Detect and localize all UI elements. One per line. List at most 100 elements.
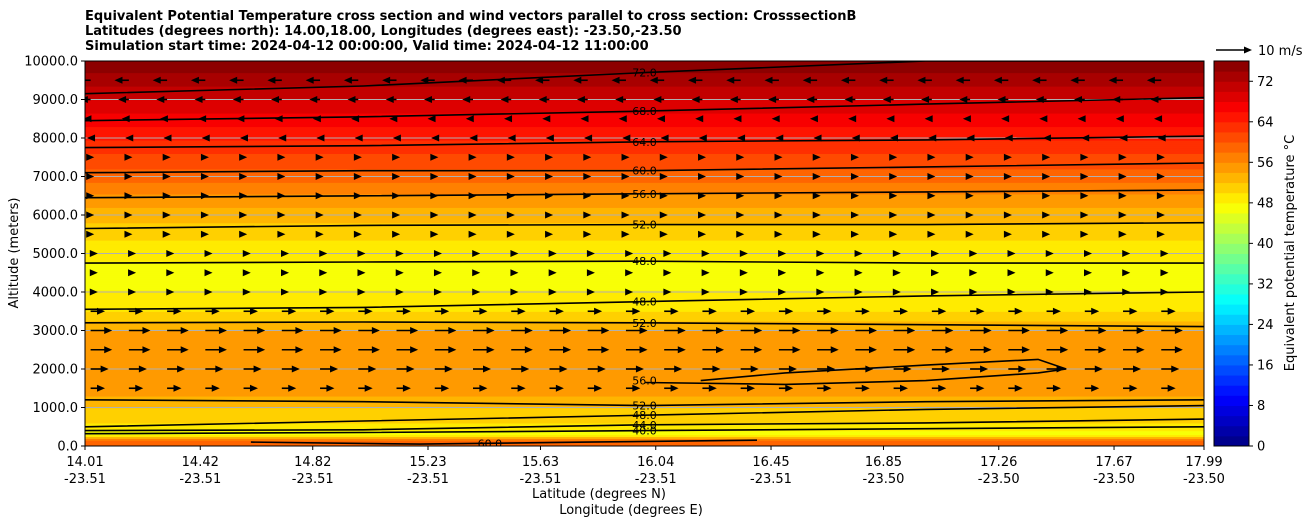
wind-vector-head xyxy=(382,76,391,84)
chart-title-line-2: Latitudes (degrees north): 14.00,18.00, … xyxy=(85,24,682,39)
wind-vector-head xyxy=(774,230,783,238)
wind-vector-head xyxy=(458,76,467,84)
wind-vector-head xyxy=(945,346,954,354)
wind-vector-head xyxy=(315,211,324,219)
wind-vector-head xyxy=(879,76,888,84)
wind-vector-head xyxy=(353,192,362,200)
colorbar-segment xyxy=(1214,354,1249,366)
wind-vector-head xyxy=(190,76,199,84)
wind-vector-head xyxy=(993,76,1002,84)
wind-vector-head xyxy=(204,250,213,257)
theta-band xyxy=(85,143,1204,147)
theta-band xyxy=(85,147,1204,151)
wind-vector-head xyxy=(586,269,595,277)
wind-vector-head xyxy=(653,96,662,103)
wind-vector-head xyxy=(406,365,415,373)
contour-label: 64.0 xyxy=(632,136,657,149)
wind-vector-head xyxy=(900,307,909,315)
wind-vector-head xyxy=(545,134,554,142)
wind-vector-head xyxy=(468,192,477,200)
x-axis-label-latitude: Latitude (degrees N) xyxy=(532,487,666,502)
wind-vector-head xyxy=(524,327,533,334)
wind-vector-head xyxy=(945,327,954,334)
theta-contour xyxy=(85,189,1204,199)
wind-vector-head xyxy=(326,307,335,315)
wind-vector-head xyxy=(739,288,748,296)
wind-vector-head xyxy=(180,327,189,334)
theta-band xyxy=(85,205,1204,208)
wind-vector-head xyxy=(124,230,133,238)
theta-band xyxy=(85,395,1204,399)
contour-label: 72.0 xyxy=(632,67,657,80)
wind-vector-head xyxy=(1156,211,1165,219)
colorbar-segment xyxy=(1214,202,1249,214)
wind-vector-head xyxy=(281,269,290,277)
theta-filled-contours xyxy=(85,61,1204,446)
wind-vector-head xyxy=(242,288,251,296)
wind-vector-head xyxy=(563,346,572,354)
colorbar-segment xyxy=(1214,71,1249,82)
theta-band xyxy=(85,386,1204,389)
colorbar-segment xyxy=(1214,344,1249,356)
wind-vector-head xyxy=(1004,134,1013,142)
wind-vector-head xyxy=(271,96,280,103)
theta-band xyxy=(85,118,1204,122)
wind-vector-head xyxy=(200,230,209,238)
wind-vector-head xyxy=(931,288,940,296)
wind-vector-head xyxy=(965,230,974,238)
wind-vector-head xyxy=(792,327,801,334)
wind-vector-head xyxy=(371,346,380,354)
wind-vector-head xyxy=(114,76,123,84)
wind-vector-head xyxy=(277,230,286,238)
wind-vector-head xyxy=(395,250,404,257)
wind-vector-head xyxy=(1098,346,1107,354)
theta-band xyxy=(85,351,1204,355)
theta-band xyxy=(85,186,1204,189)
theta-band xyxy=(85,424,1204,428)
wind-vector-head xyxy=(659,153,668,161)
wind-vector-head xyxy=(1091,384,1100,392)
wind-vector-head xyxy=(1042,173,1051,180)
colorbar-segment xyxy=(1214,385,1249,396)
theta-band xyxy=(85,93,1204,97)
theta-band xyxy=(85,274,1204,278)
wind-vector-head xyxy=(274,115,283,123)
wind-vector-head xyxy=(573,76,582,84)
theta-band xyxy=(85,436,1204,439)
theta-band xyxy=(85,324,1204,328)
wind-vector-head xyxy=(152,76,161,84)
colorbar-segment xyxy=(1214,283,1249,295)
wind-vector-head xyxy=(257,346,266,354)
wind-vector-head xyxy=(392,173,401,180)
theta-band xyxy=(85,241,1204,245)
wind-vector-head xyxy=(448,327,457,334)
wind-vector-head xyxy=(698,153,707,161)
theta-band xyxy=(85,230,1204,233)
wind-vector-head xyxy=(249,307,258,315)
wind-vector-head xyxy=(468,211,477,219)
wind-vector-head xyxy=(504,115,513,123)
theta-band xyxy=(85,438,1204,441)
theta-band xyxy=(85,236,1204,239)
wind-vector-head xyxy=(924,115,933,123)
theta-band xyxy=(85,376,1204,380)
wind-vector-head xyxy=(315,173,324,180)
wind-vector-head xyxy=(639,327,648,334)
wind-vectors xyxy=(85,76,1183,392)
theta-band xyxy=(85,105,1204,108)
wind-vector-head xyxy=(1039,115,1048,123)
theta-contour xyxy=(85,221,1204,230)
wind-vector-head xyxy=(1094,365,1103,373)
wind-vector-head xyxy=(239,173,248,180)
wind-vector-head xyxy=(433,288,442,296)
wind-vector-head xyxy=(420,76,429,84)
wind-vector-head xyxy=(774,211,783,219)
x-tick-label-lon: -23.51 xyxy=(292,472,334,487)
wind-vector-head xyxy=(281,250,290,257)
wind-vector-head xyxy=(555,384,564,392)
wind-vector-head xyxy=(983,327,992,334)
theta-band xyxy=(85,355,1204,359)
wind-vector-head xyxy=(774,192,783,200)
contour-label: 52.0 xyxy=(632,219,657,232)
wind-vector-head xyxy=(586,250,595,257)
